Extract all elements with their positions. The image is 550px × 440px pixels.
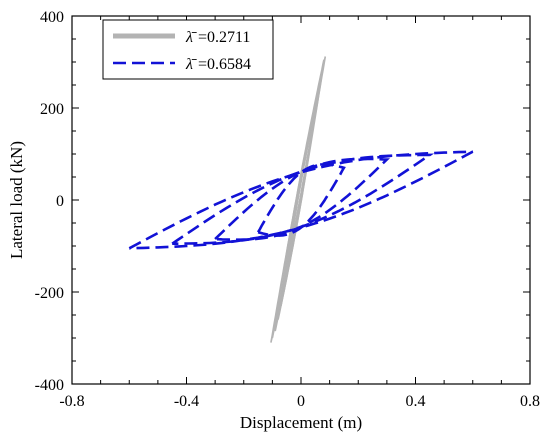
y-tick-label-200: 200	[40, 101, 64, 118]
x-axis-title: Displacement (m)	[240, 413, 362, 432]
legend-symbol-blue: λ̄	[185, 56, 197, 73]
y-axis-title: Lateral load (kN)	[7, 141, 26, 259]
blue-hysteresis-loop-0	[256, 163, 346, 237]
x-tick-label-neg0.8: -0.8	[59, 393, 84, 410]
y-tick-label-neg200: -200	[35, 285, 64, 302]
blue-hysteresis-loop-3	[128, 150, 474, 250]
y-tick-label-400: 400	[40, 9, 64, 26]
blue-hysteresis-loop-1	[214, 157, 391, 241]
x-tick-label-0.4: 0.4	[406, 393, 426, 410]
legend-symbol-gray: λ̄	[185, 29, 197, 46]
gray-hysteresis-loop-4	[270, 56, 327, 343]
legend-label-blue: =0.6584	[198, 56, 251, 73]
x-tick-label-0.8: 0.8	[520, 393, 540, 410]
x-tick-label-0: 0	[297, 393, 305, 410]
curves-layer	[128, 56, 474, 343]
x-tick-label-neg0.4: -0.4	[174, 393, 199, 410]
legend-box	[102, 19, 274, 80]
y-tick-label-neg400: -400	[35, 377, 64, 394]
ticks-layer	[71, 15, 531, 385]
legend-label-gray: =0.2711	[198, 29, 250, 46]
blue-hysteresis-loop-2	[171, 153, 435, 245]
y-tick-label-0: 0	[56, 193, 64, 210]
legend: λ̄ =0.2711 λ̄ =0.6584	[102, 19, 274, 80]
